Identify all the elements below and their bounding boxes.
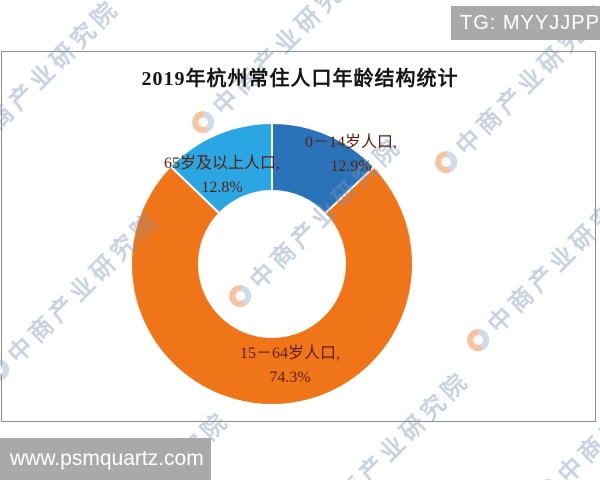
url-watermark-bar: www.psmquartz.com [0, 438, 211, 480]
slice-label-65-plus-value: 12.8% [201, 179, 243, 196]
telegram-watermark-badge: TG: MYYJJPP [451, 6, 600, 40]
slice-label-65-plus-name: 65岁及以上人口, [163, 155, 280, 172]
slice-label-15-64-value: 74.3% [269, 369, 311, 386]
slice-label-15-64-name: 15－64岁人口, [239, 345, 340, 362]
slice-label-0-14: 0－14岁人口, 12.9% [266, 131, 436, 179]
slice-label-65-plus: 65岁及以上人口, 12.8% [146, 152, 298, 200]
donut-chart [130, 122, 415, 406]
brand-logo-icon [532, 474, 564, 480]
pie-slice-1 [130, 165, 415, 406]
chart-title: 2019年杭州常住人口年龄结构统计 [141, 68, 459, 90]
badge-text: TG: MYYJJPP [460, 12, 600, 34]
pie-slice-2 [169, 122, 273, 215]
slice-label-0-14-name: 0－14岁人口, [304, 134, 397, 151]
slice-label-15-64: 15－64岁人口, 74.3% [196, 342, 384, 390]
footer-url-text: www.psmquartz.com [10, 447, 204, 470]
slice-label-0-14-value: 12.9% [330, 158, 372, 175]
